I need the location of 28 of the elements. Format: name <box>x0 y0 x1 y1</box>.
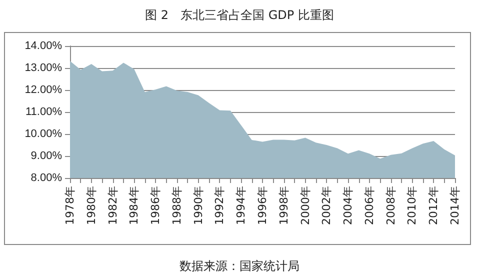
x-tick-label: 2006年 <box>362 186 376 225</box>
y-tick-label: 11.00% <box>26 106 62 118</box>
x-tick-label: 2012年 <box>427 186 440 225</box>
x-tick-label: 1994年 <box>234 186 248 225</box>
y-tick-label: 14.00% <box>24 40 62 52</box>
x-tick-label: 2008年 <box>384 186 398 225</box>
x-tick-label: 2014年 <box>448 186 462 225</box>
x-tick-label: 1996年 <box>256 186 269 225</box>
x-tick-label: 1992年 <box>213 186 226 225</box>
x-tick-label: 2000年 <box>298 186 312 225</box>
x-tick-label: 1980年 <box>84 186 98 225</box>
x-tick-label: 2010年 <box>406 186 419 225</box>
x-tick-label: 2002年 <box>320 186 334 225</box>
x-tick-label: 1998年 <box>277 186 290 225</box>
source-note: 数据来源：国家统计局 <box>180 259 300 273</box>
x-tick-label: 1990年 <box>192 186 205 225</box>
x-tick-label: 1986年 <box>149 186 162 225</box>
x-tick-label: 1988年 <box>170 186 184 225</box>
y-tick-label: 10.00% <box>24 128 62 140</box>
x-tick-label: 1984年 <box>128 186 141 225</box>
y-tick-label: 9.00% <box>30 150 62 162</box>
y-tick-label: 13.00% <box>24 62 62 74</box>
chart-title: 图 2 东北三省占全国 GDP 比重图 <box>145 8 334 22</box>
y-tick-label: 8.00% <box>30 172 62 184</box>
x-tick-label: 1982年 <box>106 186 120 225</box>
x-tick-label: 1978年 <box>64 186 76 225</box>
x-tick-label: 2004年 <box>342 186 355 225</box>
y-tick-label: 12.00% <box>24 84 62 96</box>
